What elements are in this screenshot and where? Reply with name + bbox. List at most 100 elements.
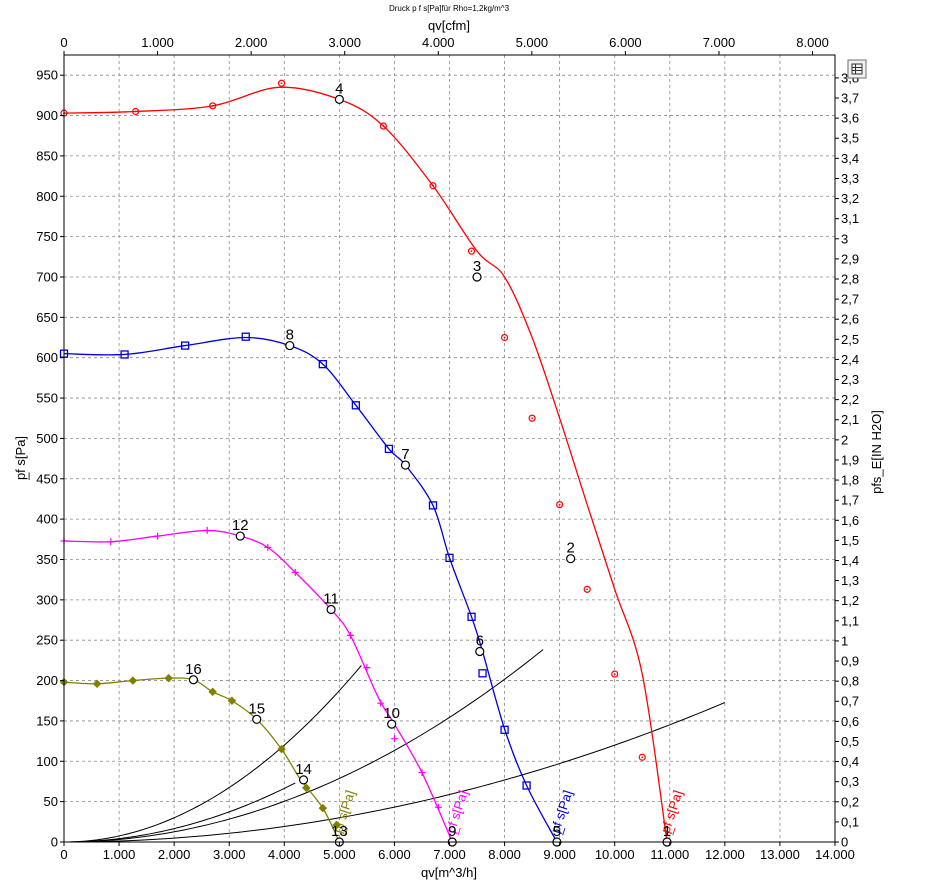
data-point [556, 500, 564, 509]
data-point [522, 781, 531, 790]
data-point [384, 444, 394, 454]
operating-point-marker [188, 675, 199, 685]
x-tick-label: 10.000 [595, 847, 635, 862]
data-point [107, 538, 115, 546]
data-point-center [531, 417, 534, 420]
data-point-center [641, 756, 644, 759]
x2-tick-label: 1.000 [141, 35, 174, 50]
data-point [203, 526, 211, 534]
x-tick-label: 12.000 [705, 847, 745, 862]
operating-point-label: 16 [185, 661, 202, 678]
y-tick-label: 200 [36, 673, 58, 688]
data-point [434, 803, 442, 811]
y2-tick-label: 1,9 [841, 452, 859, 467]
operating-point-marker [326, 604, 336, 615]
operating-point-label: 3 [473, 258, 481, 275]
data-point [208, 687, 218, 697]
x2-tick-label: 0 [60, 35, 67, 50]
operating-point-label: 2 [566, 540, 574, 557]
operating-point-marker [252, 714, 262, 724]
y2-tick-label: 3,4 [841, 151, 859, 166]
data-point [120, 350, 129, 359]
y-tick-label: 700 [36, 269, 58, 284]
data-point [301, 783, 311, 793]
y-tick-label: 450 [36, 471, 58, 486]
data-point [154, 532, 162, 540]
y2-tick-label: 2,8 [841, 271, 859, 286]
markers [59, 79, 646, 830]
y2-tick-label: 1,5 [841, 533, 859, 548]
y-tick-label: 150 [36, 713, 58, 728]
operating-point-label: 13 [331, 823, 348, 840]
data-point [332, 820, 341, 830]
data-point [227, 696, 237, 706]
x-tick-label: 9.000 [543, 847, 576, 862]
y2-tick-label: 2,7 [841, 292, 859, 307]
data-point-center [558, 503, 561, 506]
operating-point-label: 4 [335, 80, 343, 97]
y2-tick-label: 0,8 [841, 674, 859, 689]
grid-lines [64, 55, 835, 842]
operating-point-label: 15 [248, 700, 265, 717]
x2-tick-label: 5.000 [516, 35, 549, 50]
data-point [291, 568, 299, 576]
y2-tick-label: 3,3 [841, 171, 859, 186]
data-point [467, 612, 476, 621]
y-tick-label: 100 [36, 754, 58, 769]
data-point [318, 359, 327, 369]
operating-point-label: 9 [448, 823, 456, 840]
operating-point-marker [298, 775, 309, 785]
y2-tick-label: 0,4 [841, 754, 859, 769]
operating-point-marker [475, 646, 485, 657]
y2-tick-label: 2,4 [841, 352, 859, 367]
y2-tick-label: 2,3 [841, 372, 859, 387]
data-point-center [470, 250, 473, 253]
operating-point-marker [387, 719, 397, 729]
operating-point-marker [285, 340, 295, 351]
system-curve [63, 782, 296, 843]
system-curve [63, 665, 362, 843]
y-tick-label: 650 [36, 310, 58, 325]
x2-axis-title: qv[cfm] [428, 18, 470, 33]
y2-tick-label: 1,1 [841, 613, 859, 628]
x2-tick-label: 2.000 [235, 35, 268, 50]
y2-tick-label: 0,9 [841, 654, 859, 669]
y-tick-label: 900 [36, 108, 58, 123]
y2-tick-label: 1,7 [841, 493, 859, 508]
data-point [500, 725, 509, 734]
data-point [638, 753, 646, 761]
data-point [379, 122, 388, 130]
y2-tick-label: 0,7 [841, 694, 859, 709]
y2-tick-label: 2,6 [841, 312, 859, 327]
operating-point-marker [472, 272, 482, 282]
y-tick-label: 800 [36, 189, 58, 204]
y2-tick-label: 2,1 [841, 412, 859, 427]
data-point-center [432, 184, 434, 187]
data-point [377, 699, 385, 707]
y2-tick-label: 1 [841, 633, 848, 648]
data-point [429, 182, 437, 190]
data-point [500, 333, 509, 342]
data-point [478, 669, 487, 678]
x-tick-label: 6.000 [378, 847, 411, 862]
y2-tick-label: 3,1 [841, 211, 859, 226]
data-point [611, 670, 619, 678]
y-tick-label: 50 [44, 794, 58, 809]
fan-curve-line [63, 86, 668, 843]
y-tick-label: 750 [36, 229, 58, 244]
axis-ticks: 0 1.000 2.000 3.000 4.000 5.000 6.000 7.000 8.00… [36, 35, 859, 862]
data-point [131, 107, 140, 116]
data-point-center [280, 82, 283, 85]
x2-tick-label: 4.000 [422, 35, 455, 50]
y2-tick-label: 0,2 [841, 794, 859, 809]
data-point-center [586, 588, 589, 591]
table-icon[interactable] [847, 59, 867, 79]
y2-tick-label: 1,2 [841, 593, 859, 608]
data-point [528, 414, 536, 422]
x-tick-label: 0 [60, 847, 67, 862]
operating-point-label: 5 [553, 823, 561, 840]
x-tick-label: 3.000 [213, 847, 246, 862]
operating-point-label: 11 [323, 591, 339, 608]
